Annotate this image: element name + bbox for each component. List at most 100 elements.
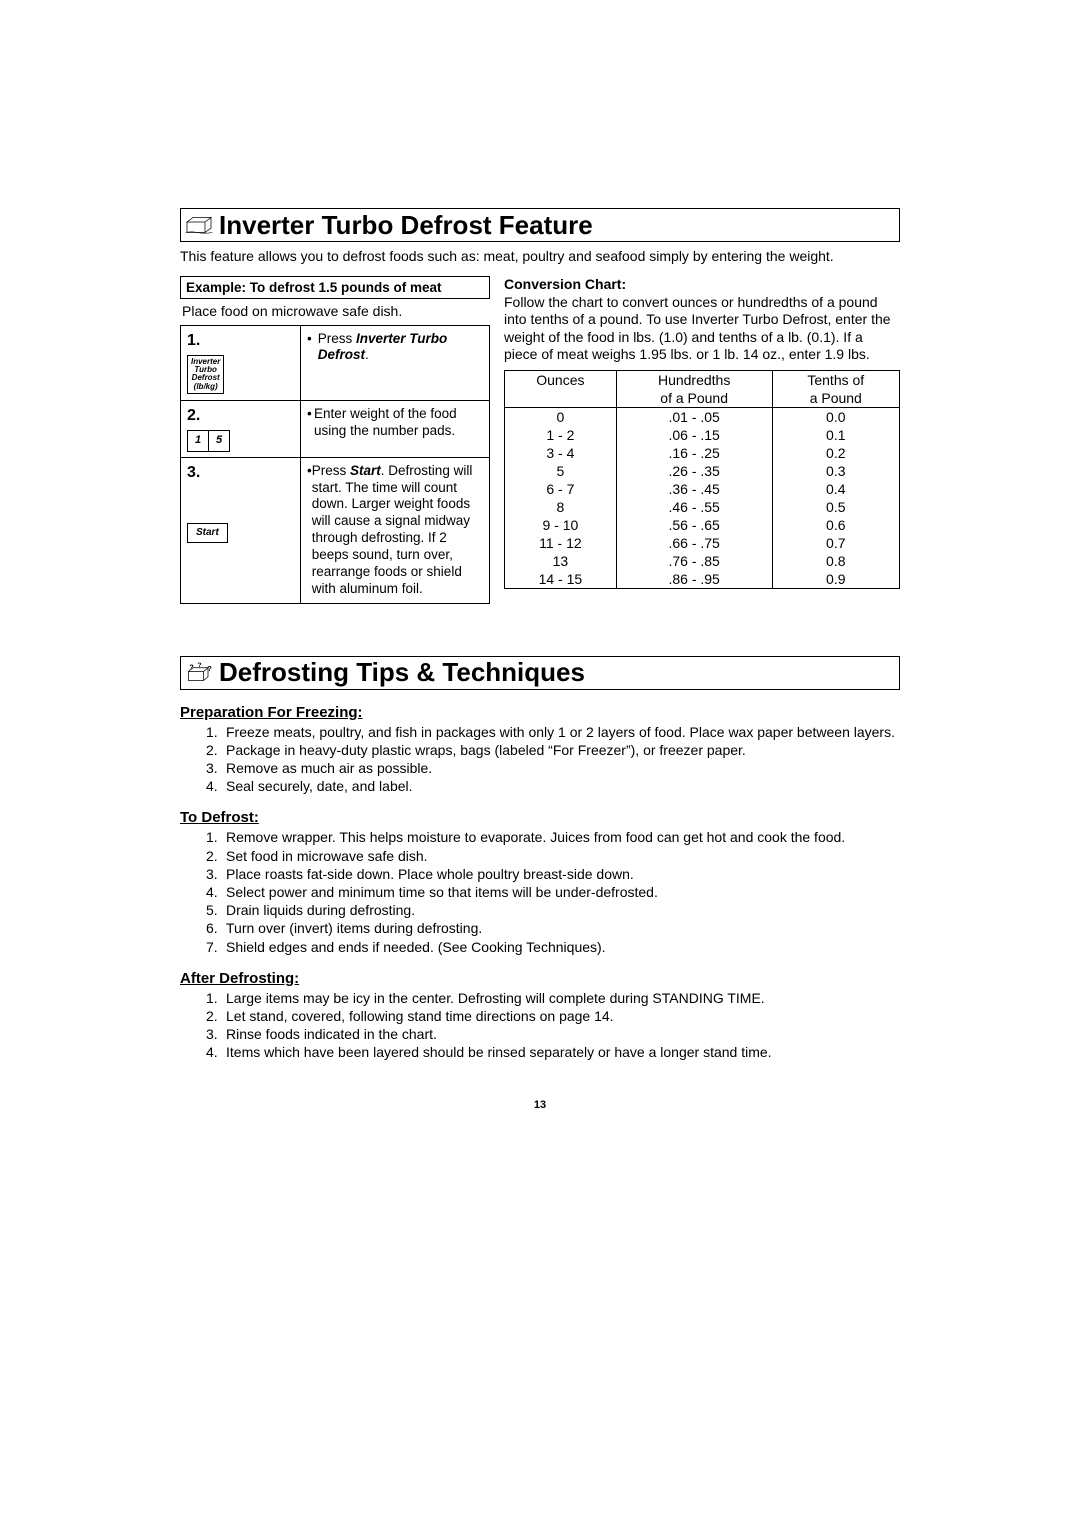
table-cell: 0.9 — [772, 570, 899, 589]
tips-section: ? ? ? Defrosting Tips & Techniques Prepa… — [180, 656, 900, 1062]
table-cell: 0.5 — [772, 498, 899, 516]
list-item: 3.Place roasts fat-side down. Place whol… — [206, 865, 900, 883]
subsection-header: After Defrosting: — [180, 970, 900, 987]
start-button-graphic: Start — [187, 523, 228, 544]
table-cell: 0.2 — [772, 444, 899, 462]
step-number: 2. — [187, 407, 200, 424]
conversion-header: Conversion Chart: — [504, 276, 900, 292]
table-cell: 3 - 4 — [505, 444, 617, 462]
inverter-defrost-button-graphic: Inverter Turbo Defrost (lb/kg) — [187, 355, 224, 395]
example-header: Example: To defrost 1.5 pounds of meat — [180, 276, 490, 299]
step-row: 3. Start • Press Start. Defrosting will … — [181, 457, 490, 603]
table-cell: 14 - 15 — [505, 570, 617, 589]
table-row: 3 - 4.16 - .250.2 — [505, 444, 900, 462]
table-cell: 13 — [505, 552, 617, 570]
svg-text:?: ? — [198, 662, 202, 669]
section-title-bar: ? ? ? Defrosting Tips & Techniques — [180, 656, 900, 690]
list-item: 2.Set food in microwave safe dish. — [206, 847, 900, 865]
table-cell: .16 - .25 — [616, 444, 772, 462]
svg-text:?: ? — [189, 662, 194, 671]
table-row: 11 - 12.66 - .750.7 — [505, 534, 900, 552]
table-cell: .06 - .15 — [616, 426, 772, 444]
step-number-cell: 3. Start — [181, 457, 301, 603]
list-item: 7.Shield edges and ends if needed. (See … — [206, 938, 900, 956]
step-row: 1. Inverter Turbo Defrost (lb/kg) • Pr — [181, 325, 490, 400]
list-item: 4.Seal securely, date, and label. — [206, 777, 900, 795]
step-action-cell: • Press Start. Defrosting will start. Th… — [301, 457, 490, 603]
table-cell: 0.4 — [772, 480, 899, 498]
table-row: 0.01 - .050.0 — [505, 407, 900, 426]
table-cell: .86 - .95 — [616, 570, 772, 589]
subsection-header: Preparation For Freezing: — [180, 704, 900, 721]
list-item: 6.Turn over (invert) items during defros… — [206, 919, 900, 937]
table-row: 8.46 - .550.5 — [505, 498, 900, 516]
table-cell: 8 — [505, 498, 617, 516]
right-column: Conversion Chart: Follow the chart to co… — [504, 276, 900, 604]
action-emphasis: Start — [350, 463, 381, 478]
step-number: 1. — [187, 332, 200, 349]
place-instruction: Place food on microwave safe dish. — [180, 299, 490, 325]
table-header-row: Ounces Hundredths Tenths of — [505, 370, 900, 389]
section-title: Defrosting Tips & Techniques — [217, 657, 585, 688]
table-cell: 0.6 — [772, 516, 899, 534]
subsection-header: To Defrost: — [180, 809, 900, 826]
table-cell: 0.1 — [772, 426, 899, 444]
list-item: 4.Items which have been layered should b… — [206, 1043, 900, 1061]
table-cell: 0.7 — [772, 534, 899, 552]
table-row: 5.26 - .350.3 — [505, 462, 900, 480]
step-action-cell: • Enter weight of the food using the num… — [301, 400, 490, 457]
section-title: Inverter Turbo Defrost Feature — [217, 210, 593, 241]
list-item: 2.Let stand, covered, following stand ti… — [206, 1007, 900, 1025]
list-item: 3.Rinse foods indicated in the chart. — [206, 1025, 900, 1043]
step-row: 2. 1 5 • Enter weight of the food using … — [181, 400, 490, 457]
list-item: 3.Remove as much air as possible. — [206, 759, 900, 777]
tips-list: 1.Remove wrapper. This helps moisture to… — [180, 828, 900, 955]
table-cell: .36 - .45 — [616, 480, 772, 498]
list-item: 1.Freeze meats, poultry, and fish in pac… — [206, 723, 900, 741]
table-header-row: of a Pound a Pound — [505, 389, 900, 408]
list-item: 4.Select power and minimum time so that … — [206, 883, 900, 901]
step-number: 3. — [187, 464, 200, 481]
intro-text: This feature allows you to defrost foods… — [180, 248, 900, 266]
table-row: 1 - 2.06 - .150.1 — [505, 426, 900, 444]
manual-page: Inverter Turbo Defrost Feature This feat… — [180, 208, 900, 1111]
list-item: 1.Large items may be icy in the center. … — [206, 989, 900, 1007]
tips-list: 1.Freeze meats, poultry, and fish in pac… — [180, 723, 900, 796]
key-1: 1 — [187, 430, 209, 452]
step-number-cell: 1. Inverter Turbo Defrost (lb/kg) — [181, 325, 301, 400]
table-cell: .01 - .05 — [616, 407, 772, 426]
table-cell: 0.8 — [772, 552, 899, 570]
table-row: 13.76 - .850.8 — [505, 552, 900, 570]
table-cell: .46 - .55 — [616, 498, 772, 516]
step-action-cell: • Press Inverter Turbo Defrost. — [301, 325, 490, 400]
question-box-icon: ? ? ? — [181, 657, 217, 689]
list-item: 5.Drain liquids during defrosting. — [206, 901, 900, 919]
conversion-table: Ounces Hundredths Tenths of of a Pound a… — [504, 370, 900, 589]
box-icon — [181, 209, 217, 241]
table-row: 9 - 10.56 - .650.6 — [505, 516, 900, 534]
table-cell: 11 - 12 — [505, 534, 617, 552]
svg-text:?: ? — [207, 663, 212, 672]
two-column-layout: Example: To defrost 1.5 pounds of meat P… — [180, 276, 900, 604]
table-cell: .56 - .65 — [616, 516, 772, 534]
table-cell: .26 - .35 — [616, 462, 772, 480]
table-cell: .66 - .75 — [616, 534, 772, 552]
table-row: 14 - 15.86 - .950.9 — [505, 570, 900, 589]
page-number: 13 — [180, 1099, 900, 1111]
conversion-text: Follow the chart to convert ounces or hu… — [504, 294, 900, 364]
table-cell: 1 - 2 — [505, 426, 617, 444]
steps-table: 1. Inverter Turbo Defrost (lb/kg) • Pr — [180, 325, 490, 604]
keypad-graphic: 1 5 — [187, 430, 229, 452]
table-cell: .76 - .85 — [616, 552, 772, 570]
left-column: Example: To defrost 1.5 pounds of meat P… — [180, 276, 490, 604]
step-number-cell: 2. 1 5 — [181, 400, 301, 457]
table-row: 6 - 7.36 - .450.4 — [505, 480, 900, 498]
table-cell: 0.0 — [772, 407, 899, 426]
key-5: 5 — [208, 430, 230, 452]
table-cell: 9 - 10 — [505, 516, 617, 534]
list-item: 1.Remove wrapper. This helps moisture to… — [206, 828, 900, 846]
table-cell: 5 — [505, 462, 617, 480]
list-item: 2.Package in heavy-duty plastic wraps, b… — [206, 741, 900, 759]
section-title-bar: Inverter Turbo Defrost Feature — [180, 208, 900, 242]
tips-list: 1.Large items may be icy in the center. … — [180, 989, 900, 1062]
